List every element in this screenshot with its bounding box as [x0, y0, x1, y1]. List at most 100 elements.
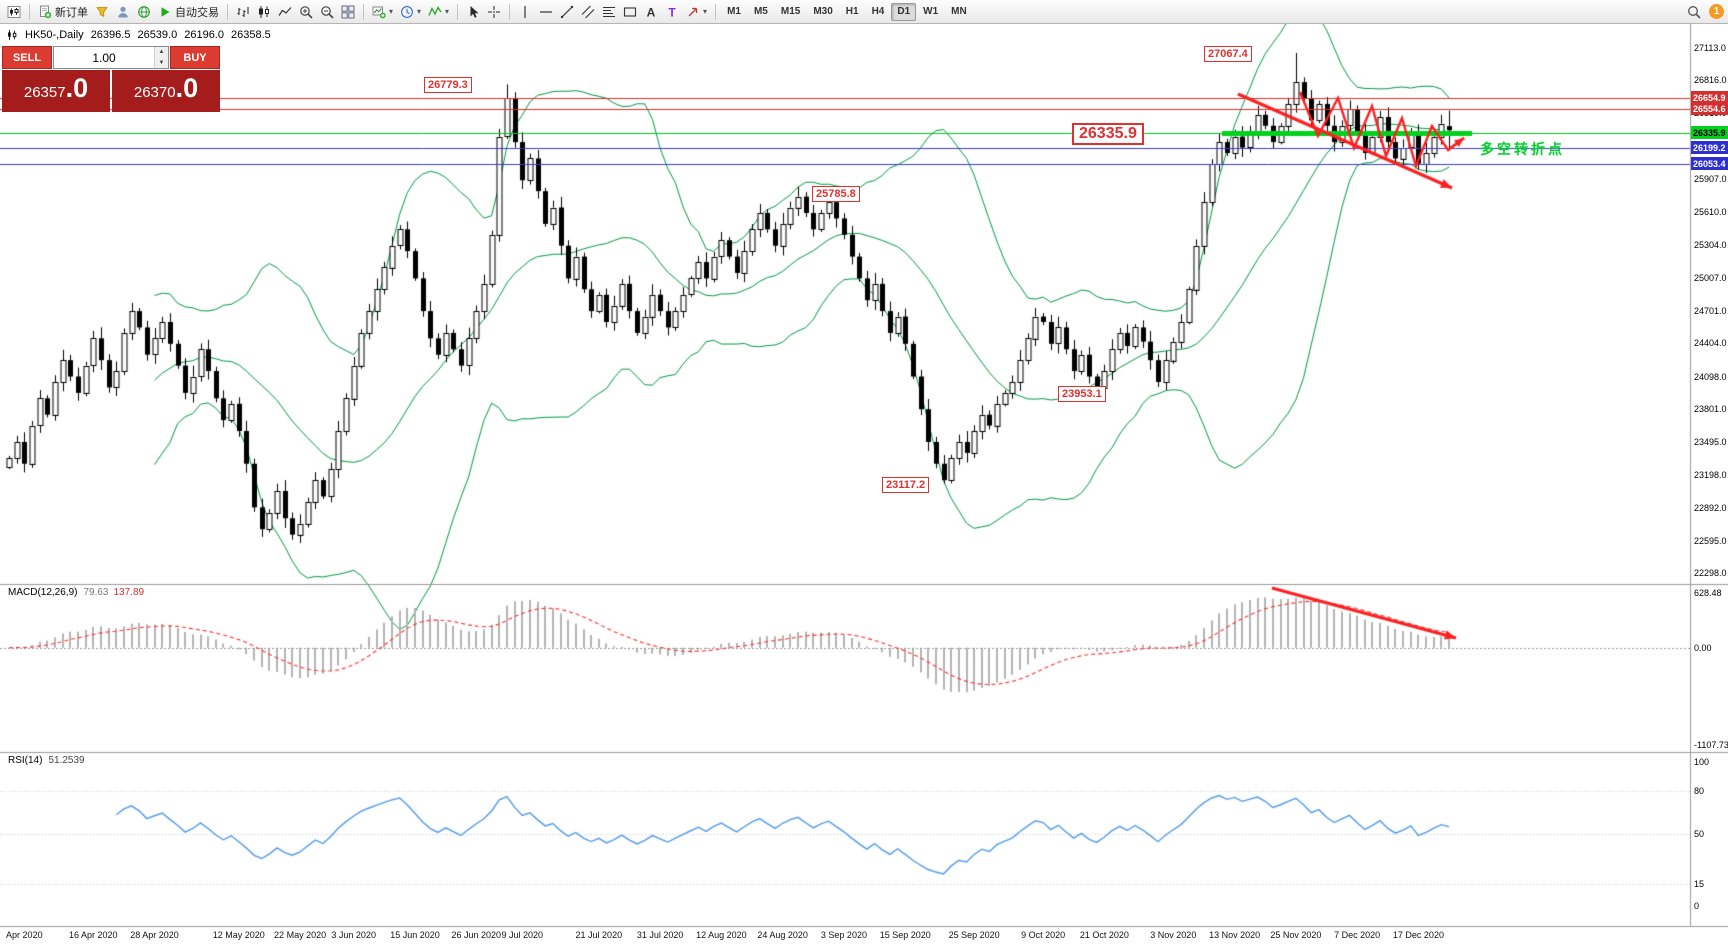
rsi-value: 51.2539: [48, 755, 85, 766]
timeframe-m30-button[interactable]: M30: [807, 3, 838, 21]
funnel-icon: [95, 5, 109, 19]
volume-down-button[interactable]: ▼: [155, 57, 168, 68]
hline-icon: [539, 5, 553, 19]
quick-trade-button[interactable]: [92, 2, 112, 22]
bar-chart-button[interactable]: [233, 2, 253, 22]
fib-icon: [602, 5, 616, 19]
sell-button[interactable]: SELL: [2, 46, 52, 69]
linechart-icon: [278, 5, 292, 19]
tile-windows-button[interactable]: [338, 2, 358, 22]
toolbar: 新订单 自动交易 ▾ ▾ ▾ A T ▾ M1 M5 M15 M30 H1 H4 D1 W1 MN 1: [0, 0, 1728, 24]
period-button[interactable]: ▾: [397, 2, 424, 22]
search-button[interactable]: [1684, 2, 1704, 22]
text-button[interactable]: A: [641, 2, 661, 22]
clock-icon: [400, 5, 414, 19]
horizontal-line-button[interactable]: [536, 2, 556, 22]
volume-up-button[interactable]: ▲: [155, 47, 168, 58]
buy-price-main: 26370: [133, 84, 176, 101]
label-t-icon: T: [665, 5, 679, 19]
search-icon: [1687, 5, 1701, 19]
caret-down-icon: ▾: [389, 7, 394, 16]
candle-chart-button[interactable]: [254, 2, 274, 22]
trendline-button[interactable]: [557, 2, 577, 22]
chart-window-button[interactable]: [4, 2, 24, 22]
bars-icon: [236, 5, 250, 19]
timeframe-w1-button[interactable]: W1: [917, 3, 944, 21]
autotrading-button-label: 自动交易: [175, 6, 219, 19]
caret-down-icon: ▾: [445, 7, 450, 16]
zoom-out-icon: [320, 5, 334, 19]
timeframe-mn-button[interactable]: MN: [945, 3, 973, 21]
timeframe-h4-button[interactable]: H4: [866, 3, 891, 21]
text-a-icon: A: [644, 5, 658, 19]
user-icon: [116, 5, 130, 19]
macd-signal-value: 137.89: [113, 587, 145, 598]
channel-icon: [581, 5, 595, 19]
cursor-button[interactable]: [463, 2, 483, 22]
zoom-in-button[interactable]: [296, 2, 316, 22]
volume-input[interactable]: [54, 47, 154, 68]
chart-symbol-icon: [6, 29, 18, 41]
sell-price-main: 26357: [23, 84, 66, 101]
macd-panel-splitter[interactable]: [0, 582, 1728, 587]
sell-price-box[interactable]: 26357 .0: [2, 70, 110, 112]
arrows-button[interactable]: ▾: [683, 2, 710, 22]
timeframe-m15-button[interactable]: M15: [775, 3, 806, 21]
new-order-button-label: 新订单: [55, 6, 88, 19]
macd-label: MACD(12,26,9) 79.63 137.89: [8, 587, 144, 598]
rsi-panel-splitter[interactable]: [0, 750, 1728, 755]
symbol-period-label: HK50-,Daily: [25, 29, 84, 41]
new-order-button[interactable]: 新订单: [35, 2, 91, 22]
shapes-icon: [623, 5, 637, 19]
candles-icon: [257, 5, 271, 19]
crosshair-button[interactable]: [484, 2, 504, 22]
caret-down-icon: ▾: [703, 7, 708, 16]
toolbar-separator: [457, 3, 459, 20]
toolbar-separator: [363, 3, 364, 20]
globe-icon: [137, 5, 151, 19]
volume-spinner: ▲ ▼: [53, 46, 169, 69]
one-click-trading-panel: SELL ▲ ▼ BUY 26357 .0 26370 .0: [2, 46, 220, 112]
timeframe-d1-button[interactable]: D1: [891, 2, 917, 21]
line-chart-button[interactable]: [275, 2, 295, 22]
rsi-name: RSI(14): [8, 755, 43, 766]
timeframe-m1-button[interactable]: M1: [721, 3, 747, 21]
fibonacci-button[interactable]: [599, 2, 619, 22]
buy-button[interactable]: BUY: [170, 46, 220, 69]
high-value: 26539.0: [137, 29, 178, 41]
arrow-glyph-icon: [686, 5, 700, 19]
timeframe-m5-button[interactable]: M5: [748, 3, 774, 21]
channel-button[interactable]: [578, 2, 598, 22]
community-button[interactable]: [134, 2, 154, 22]
zoom-out-button[interactable]: [317, 2, 337, 22]
vertical-line-button[interactable]: [515, 2, 535, 22]
toolbar-separator: [715, 3, 717, 20]
profile-button[interactable]: [113, 2, 133, 22]
turning-point-annotation: 多空转折点: [1480, 141, 1565, 157]
indicators-button[interactable]: ▾: [425, 2, 452, 22]
autotrading-button[interactable]: 自动交易: [155, 2, 222, 22]
close-value: 26358.5: [230, 29, 271, 41]
rsi-label: RSI(14) 51.2539: [8, 755, 85, 766]
new-chart-button[interactable]: ▾: [369, 2, 396, 22]
candles-window-icon: [7, 5, 21, 19]
macd-name: MACD(12,26,9): [8, 587, 78, 598]
sell-price-frac: .0: [65, 73, 89, 103]
buy-price-box[interactable]: 26370 .0: [112, 70, 220, 112]
notification-badge[interactable]: 1: [1709, 4, 1724, 19]
toolbar-separator: [29, 3, 30, 20]
label-button[interactable]: T: [662, 2, 682, 22]
svg-text:T: T: [668, 5, 676, 19]
zoom-in-icon: [299, 5, 313, 19]
timeframe-h1-button[interactable]: H1: [840, 3, 865, 21]
svg-text:A: A: [647, 5, 656, 19]
chart-plus-icon: [372, 5, 386, 19]
vline-icon: [518, 5, 532, 19]
caret-down-icon: ▾: [417, 7, 422, 16]
tile-icon: [341, 5, 355, 19]
play-icon: [158, 5, 172, 19]
doc-plus-icon: [38, 5, 52, 19]
toolbar-separator: [227, 3, 228, 20]
shapes-button[interactable]: [620, 2, 640, 22]
